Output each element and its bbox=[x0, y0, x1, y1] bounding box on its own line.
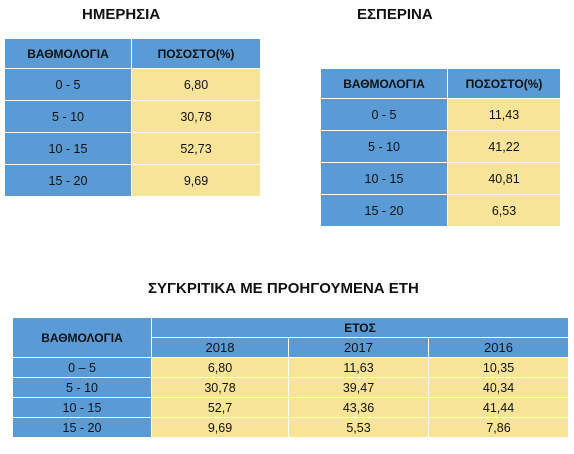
percent-header: ΠΟΣΟΣΤΟ(%) bbox=[447, 68, 561, 99]
table-row: 5 - 10 30,78 bbox=[4, 100, 261, 133]
table-row: 0 – 5 6,80 11,63 10,35 bbox=[12, 357, 570, 378]
percent-value: 30,78 bbox=[151, 377, 289, 398]
grade-range: 10 - 15 bbox=[4, 132, 132, 165]
percent-value: 30,78 bbox=[131, 100, 261, 133]
grade-range: 0 - 5 bbox=[4, 68, 132, 101]
percent-value: 39,47 bbox=[288, 377, 429, 398]
compare-table: ΒΑΘΜΟΛΟΓΙΑ ΕΤΟΣ 2018 2017 2016 0 – 5 6,8… bbox=[12, 317, 570, 438]
percent-value: 5,53 bbox=[288, 417, 429, 438]
percent-value: 52,7 bbox=[151, 397, 289, 418]
evening-table: ΒΑΘΜΟΛΟΓΙΑ ΠΟΣΟΣΤΟ(%) 0 - 5 11,43 5 - 10… bbox=[320, 68, 561, 227]
grade-header: ΒΑΘΜΟΛΟΓΙΑ bbox=[12, 317, 152, 358]
percent-value: 41,22 bbox=[447, 130, 561, 163]
grade-header: ΒΑΘΜΟΛΟΓΙΑ bbox=[320, 68, 448, 99]
table-row: 10 - 15 40,81 bbox=[320, 162, 561, 195]
grade-range: 5 - 10 bbox=[12, 377, 152, 398]
percent-value: 52,73 bbox=[131, 132, 261, 165]
table-row: 5 - 10 41,22 bbox=[320, 130, 561, 163]
table-row: 15 - 20 9,69 5,53 7,86 bbox=[12, 417, 570, 438]
grade-range: 15 - 20 bbox=[320, 194, 448, 227]
table-row: 15 - 20 6,53 bbox=[320, 194, 561, 227]
table-header-row: ΒΑΘΜΟΛΟΓΙΑ ΠΟΣΟΣΤΟ(%) bbox=[320, 68, 561, 99]
grade-range: 5 - 10 bbox=[4, 100, 132, 133]
grade-range: 5 - 10 bbox=[320, 130, 448, 163]
grade-range: 15 - 20 bbox=[4, 164, 132, 197]
grade-range: 15 - 20 bbox=[12, 417, 152, 438]
table-header-row: ΒΑΘΜΟΛΟΓΙΑ ΕΤΟΣ bbox=[12, 317, 570, 358]
year-header: 2018 bbox=[151, 337, 289, 358]
percent-value: 11,43 bbox=[447, 98, 561, 131]
percent-value: 40,81 bbox=[447, 162, 561, 195]
table-header-row: ΒΑΘΜΟΛΟΓΙΑ ΠΟΣΟΣΤΟ(%) bbox=[4, 38, 261, 69]
table-row: 5 - 10 30,78 39,47 40,34 bbox=[12, 377, 570, 398]
percent-value: 7,86 bbox=[427, 417, 570, 438]
percent-value: 41,44 bbox=[427, 397, 570, 418]
percent-value: 11,63 bbox=[288, 357, 429, 378]
table-row: 0 - 5 11,43 bbox=[320, 98, 561, 131]
percent-value: 9,69 bbox=[151, 417, 289, 438]
grade-range: 0 – 5 bbox=[12, 357, 152, 378]
percent-value: 9,69 bbox=[131, 164, 261, 197]
evening-title: ΕΣΠΕΡΙΝΑ bbox=[357, 6, 433, 23]
table-row: 0 - 5 6,80 bbox=[4, 68, 261, 101]
percent-value: 43,36 bbox=[288, 397, 429, 418]
compare-title: ΣΥΓΚΡΙΤΙΚΑ ΜΕ ΠΡΟΗΓΟΥΜΕΝΑ ΕΤΗ bbox=[148, 280, 419, 297]
year-header-row: 2018 2017 2016 bbox=[13, 337, 570, 358]
percent-value: 6,53 bbox=[447, 194, 561, 227]
table-row: 10 - 15 52,73 bbox=[4, 132, 261, 165]
percent-value: 40,34 bbox=[427, 377, 570, 398]
grade-header: ΒΑΘΜΟΛΟΓΙΑ bbox=[4, 38, 132, 69]
year-group-header: ΕΤΟΣ bbox=[150, 317, 570, 338]
day-title: ΗΜΕΡΗΣΙΑ bbox=[82, 6, 161, 23]
year-header: 2017 bbox=[288, 337, 429, 358]
percent-value: 10,35 bbox=[427, 357, 570, 378]
grade-range: 10 - 15 bbox=[320, 162, 448, 195]
grade-range: 0 - 5 bbox=[320, 98, 448, 131]
percent-header: ΠΟΣΟΣΤΟ(%) bbox=[131, 38, 261, 69]
percent-value: 6,80 bbox=[151, 357, 289, 378]
table-row: 10 - 15 52,7 43,36 41,44 bbox=[12, 397, 570, 418]
day-table: ΒΑΘΜΟΛΟΓΙΑ ΠΟΣΟΣΤΟ(%) 0 - 5 6,80 5 - 10 … bbox=[4, 38, 261, 197]
year-header: 2016 bbox=[427, 337, 570, 358]
grade-range: 10 - 15 bbox=[12, 397, 152, 418]
table-row: 15 - 20 9,69 bbox=[4, 164, 261, 197]
percent-value: 6,80 bbox=[131, 68, 261, 101]
